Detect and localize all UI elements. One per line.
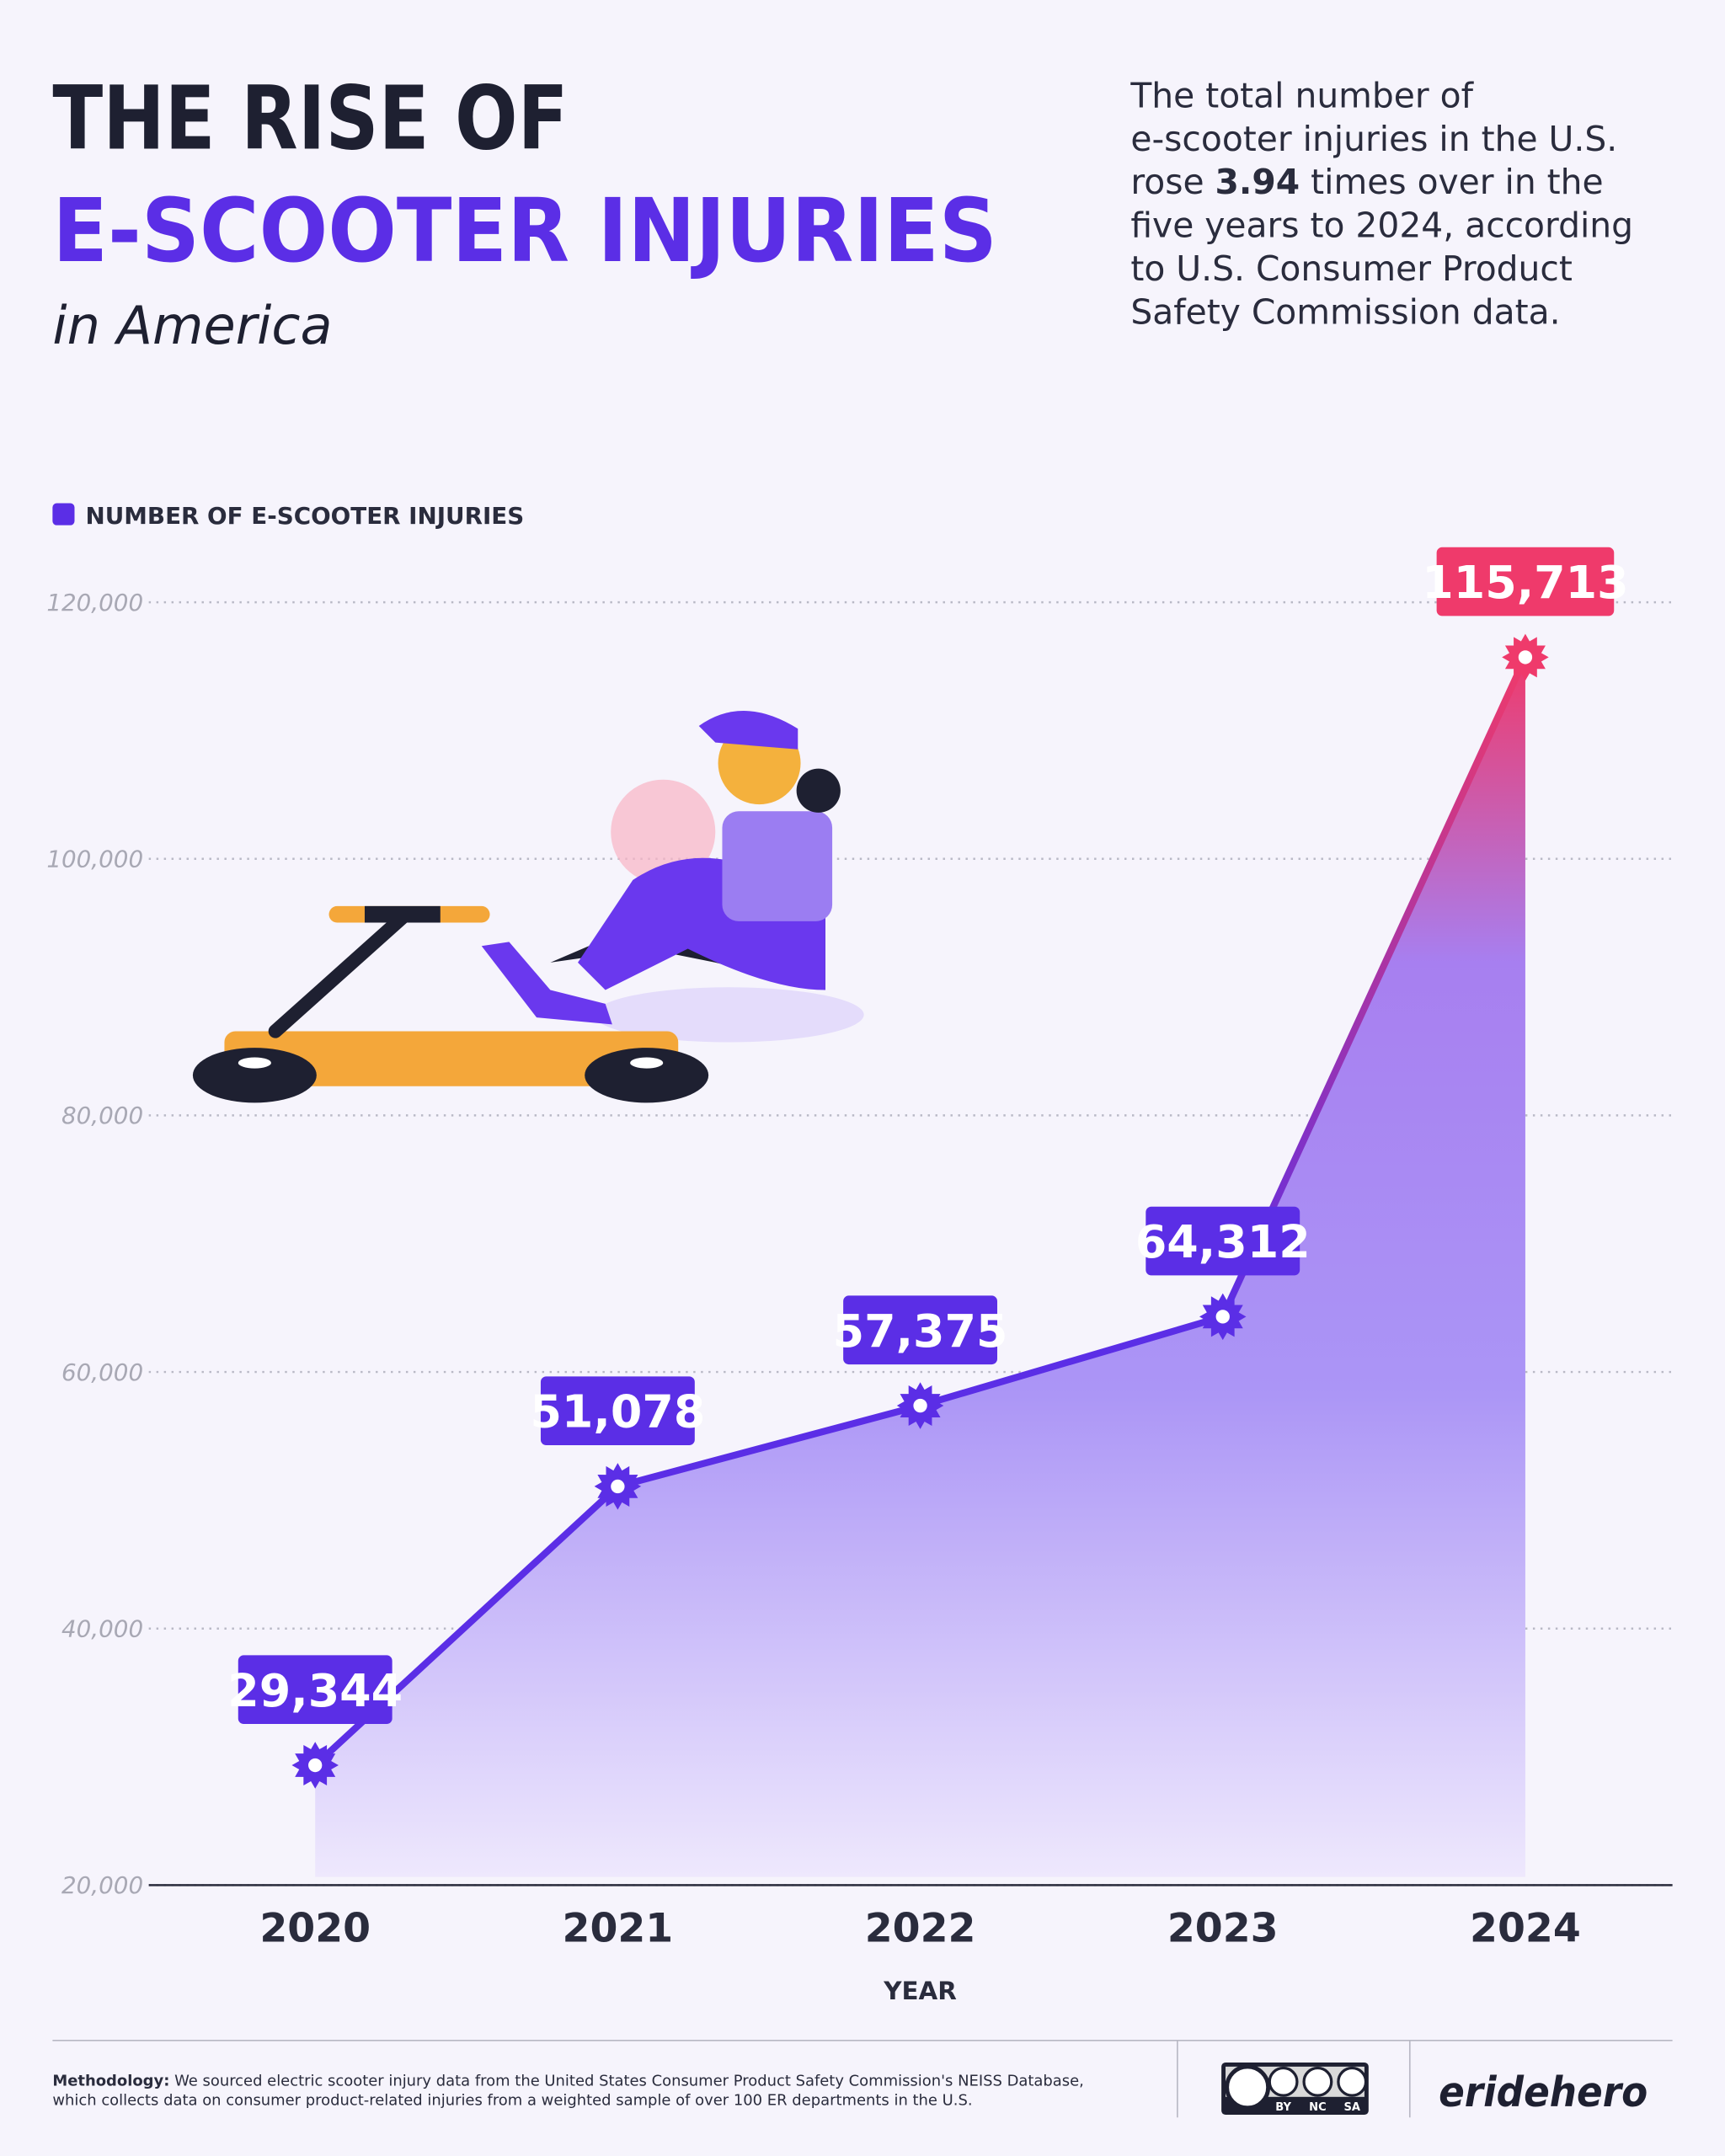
area	[315, 657, 1525, 1877]
description-text: The total number of	[1130, 75, 1474, 115]
title-line: E-SCOOTER INJURIES	[52, 179, 997, 282]
license-badge: BY NC SA	[1221, 2062, 1369, 2116]
methodology-text: which collects data on consumer product-…	[52, 2092, 972, 2110]
description-text: five years to 2024, according	[1130, 205, 1633, 246]
point-center	[1215, 1310, 1230, 1324]
methodology-label: Methodology:	[52, 2073, 169, 2090]
description-line: e-scooter injuries in the U.S.	[1130, 119, 1617, 159]
description-line: five years to 2024, according	[1130, 205, 1633, 246]
x-tick-label: 2020	[259, 1905, 371, 1951]
y-tick-label: 20,000	[61, 1871, 143, 1899]
value-label: 57,375	[833, 1305, 1008, 1358]
value-label-box	[843, 1295, 997, 1365]
point-center	[308, 1758, 323, 1773]
grid: 20,000 40,000 60,000 80,000 100,000 120,000	[46, 589, 1673, 1899]
license-label: BY	[1275, 2101, 1291, 2114]
methodology-text: We sourced electric scooter injury data …	[169, 2073, 1083, 2090]
license-label: SA	[1343, 2101, 1360, 2114]
value-label-box	[1146, 1206, 1300, 1276]
description-text: e-scooter injuries in the U.S.	[1130, 119, 1617, 159]
point-center	[611, 1479, 625, 1494]
point-center	[1518, 650, 1533, 664]
x-tick-label: 2023	[1167, 1905, 1279, 1951]
y-tick-label: 120,000	[46, 589, 143, 616]
description-line: to U.S. Consumer Product	[1130, 248, 1572, 289]
subtitle: in America	[52, 295, 332, 356]
x-tick-label: 2022	[865, 1905, 976, 1951]
point-center	[913, 1398, 927, 1413]
plot: 2020 2021 2022 2023 2024 29,344 51,078 57,375 64…	[227, 547, 1629, 1951]
description-line: The total number of	[1130, 75, 1474, 115]
x-tick-label: 2021	[563, 1905, 674, 1951]
methodology: Methodology: We sourced electric scooter…	[52, 2073, 1084, 2090]
value-label-box	[540, 1376, 695, 1445]
license-label: NC	[1309, 2101, 1327, 2114]
value-label-box	[1436, 547, 1615, 616]
description: The total number ofe-scooter injuries in…	[1130, 75, 1633, 332]
description-text: times over in the	[1300, 162, 1603, 202]
description-text: 3.94	[1215, 162, 1300, 202]
description-text: Safety Commission data.	[1130, 291, 1560, 332]
illustration	[192, 711, 864, 1103]
value-label: 29,344	[227, 1664, 403, 1717]
description-text: rose	[1130, 162, 1215, 202]
y-tick-label: 80,000	[61, 1102, 143, 1129]
x-axis-title: YEAR	[883, 1977, 957, 2005]
description-text: to U.S. Consumer Product	[1130, 248, 1572, 289]
value-label: 64,312	[1135, 1215, 1311, 1268]
y-tick-label: 100,000	[46, 846, 143, 873]
title-line: THE RISE OF	[52, 67, 568, 169]
x-tick-label: 2024	[1470, 1905, 1581, 1951]
value-label: 115,713	[1422, 556, 1628, 609]
legend-swatch	[52, 503, 75, 526]
description-line: rose 3.94 times over in the	[1130, 162, 1603, 202]
y-tick-label: 60,000	[61, 1358, 143, 1386]
legend-label: NUMBER OF E-SCOOTER INJURIES	[86, 502, 525, 530]
y-tick-label: 40,000	[61, 1615, 143, 1643]
value-label: 51,078	[530, 1385, 705, 1438]
brand-logo: eridehero	[1439, 2068, 1648, 2116]
description-line: Safety Commission data.	[1130, 291, 1560, 332]
value-label-box	[238, 1655, 393, 1725]
